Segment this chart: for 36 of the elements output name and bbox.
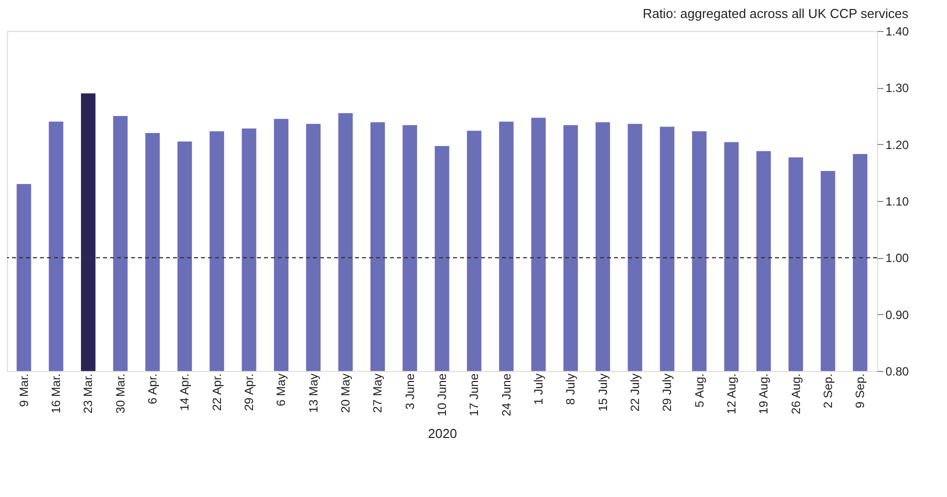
x-tick-label: 3 June [402,373,417,410]
x-tick-label: 20 May [338,374,353,413]
x-tick-label: 5 Aug. [692,374,706,408]
y-tick-label: 1.00 [886,251,910,266]
y-tick-label: 1.40 [886,24,910,38]
x-tick-label: 15 July [596,374,610,412]
x-tick-label: 17 June [467,373,482,416]
x-tick-label: 9 Mar. [16,374,31,407]
x-tick-label: 14 Apr. [178,374,192,411]
x-tick-label: 6 May [274,374,288,406]
x-tick-label: 2 Sep. [820,374,835,408]
y-tick-label: 0.80 [886,364,910,378]
x-tick-label: 8 July [564,374,578,405]
x-tick-label: 23 Mar. [81,374,96,414]
x-tick-label: 6 Apr. [146,374,160,404]
y-tick-label: 0.90 [886,308,910,322]
x-tick-label: 29 July [660,374,674,412]
y-tick-label: 1.30 [886,81,910,96]
x-tick-label: 13 May [306,374,320,413]
chart-subtitle: Ratio: aggregated across all UK CCP services [642,6,909,21]
x-tick-label: 26 Aug. [788,374,803,414]
x-tick-label: 9 Sep. [853,374,868,408]
x-tick-label: 10 June [435,373,449,416]
x-tick-label: 16 Mar. [49,374,64,414]
x-tick-label: 22 July [628,374,642,412]
x-tick-label: 29 Apr. [242,374,256,411]
x-tick-label: 19 Aug. [756,374,771,414]
x-tick-label: 1 July [531,374,546,405]
y-tick-label: 1.20 [886,138,910,152]
x-axis-title: 2020 [428,426,457,442]
x-tick-label: 22 Apr. [210,374,224,411]
x-tick-label: 12 Aug. [724,374,738,414]
y-tick-label: 1.10 [886,194,910,208]
x-tick-label: 24 June [499,373,514,416]
x-tick-label: 27 May [370,374,385,413]
x-tick-label: 30 Mar. [113,374,128,414]
